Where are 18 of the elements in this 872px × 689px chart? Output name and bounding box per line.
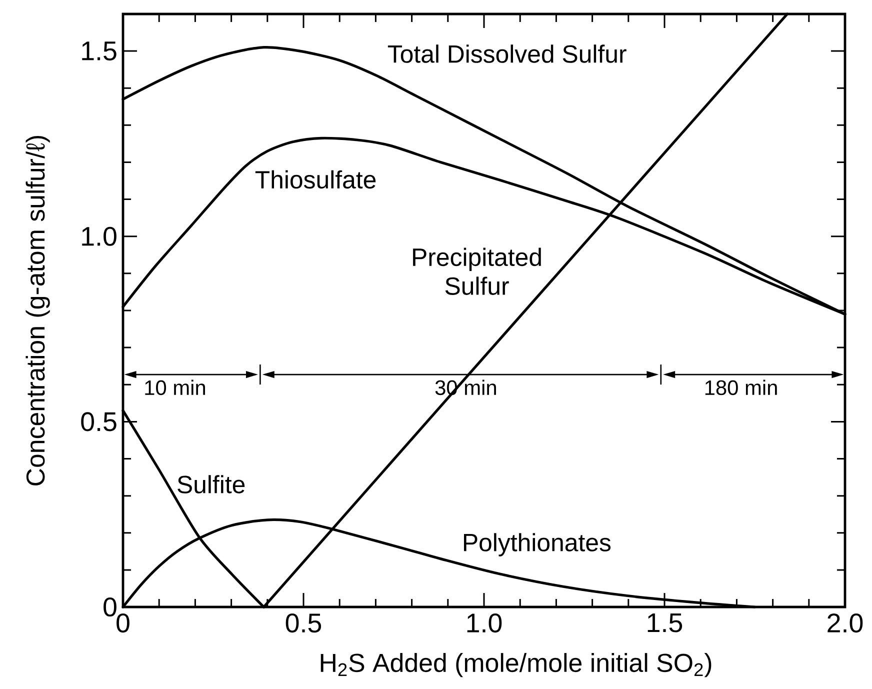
y-tick-label: 1.0 <box>82 226 116 246</box>
series-label: Total Dissolved Sulfur <box>388 44 626 63</box>
x-tick-label: 1.0 <box>467 614 502 633</box>
y-tick-label: 0 <box>104 597 116 617</box>
x-tick-label: 2.0 <box>828 614 863 633</box>
y-axis-title: Concentration (g-atom sulfur/ℓ) <box>26 136 50 486</box>
series-label: Polythionates <box>464 533 611 556</box>
y-tick-label: 0.5 <box>81 412 116 432</box>
annotation: 180 min <box>705 380 777 396</box>
x-tick-label: 0.5 <box>286 614 322 633</box>
series-label: Thiosulfate <box>255 170 376 189</box>
x-tick-label: 1.5 <box>648 614 682 632</box>
annotation: 10 min <box>145 380 206 396</box>
series-label: Precipitated Sulfur <box>413 248 541 295</box>
x-tick-label: 0 <box>116 614 130 633</box>
x-axis-title: H$_{2}$S Added (mole/mole initial SO$_{2}$) <box>320 653 712 678</box>
legend-label: Sulfite <box>178 475 245 494</box>
y-tick-label: 1.5 <box>82 42 116 60</box>
